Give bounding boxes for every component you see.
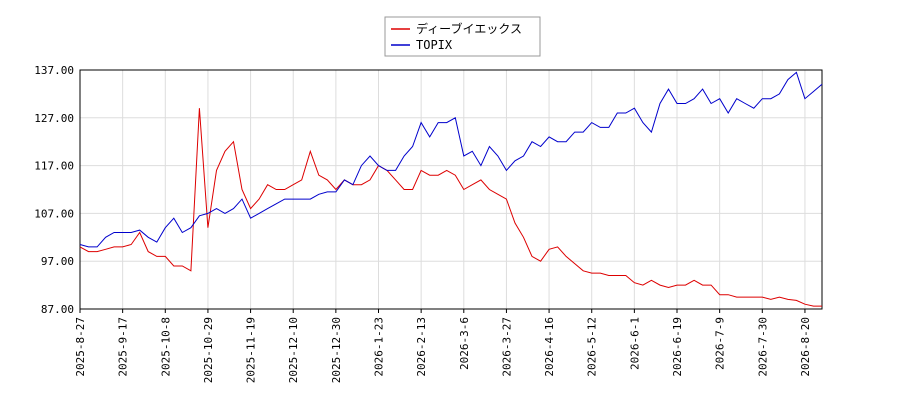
series-line xyxy=(79,108,822,307)
legend-box xyxy=(384,16,541,57)
y-tick-label: 137.00 xyxy=(34,64,74,77)
y-tick-label: 117.00 xyxy=(34,160,74,173)
x-tick-label: 2026-7-30 xyxy=(756,317,769,377)
x-tick-label: 2026-6-19 xyxy=(671,317,684,377)
x-tick-label: 2026-6-1 xyxy=(628,317,641,370)
x-tick-label: 2025-9-17 xyxy=(117,317,130,377)
x-tick-label: 2025-12-10 xyxy=(287,317,300,383)
x-tick-label: 2026-3-6 xyxy=(458,317,471,370)
x-tick-label: 2025-10-8 xyxy=(159,317,172,377)
x-tick-label: 2026-8-20 xyxy=(799,317,812,377)
x-tick-label: 2026-4-16 xyxy=(543,317,556,377)
legend-label: ディーブイエックス xyxy=(416,21,522,36)
x-tick-label: 2026-7-9 xyxy=(714,317,727,370)
x-tick-label: 2025-12-30 xyxy=(330,317,343,383)
x-tick-label: 2025-10-29 xyxy=(202,317,215,383)
x-tick-label: 2026-2-13 xyxy=(415,317,428,377)
y-tick-label: 107.00 xyxy=(34,207,74,220)
legend: ディーブイエックス TOPIX xyxy=(384,16,541,57)
x-tick-label: 2026-5-12 xyxy=(586,317,599,377)
legend-label: TOPIX xyxy=(416,38,453,52)
x-tick-label: 2025-11-19 xyxy=(245,317,258,383)
y-tick-label: 97.00 xyxy=(41,255,74,268)
plot-frame xyxy=(79,69,823,310)
x-tick-label: 2026-1-23 xyxy=(373,317,386,377)
x-tick-label: 2025-8-27 xyxy=(74,317,87,377)
y-tick-label: 87.00 xyxy=(41,303,74,316)
series-line xyxy=(79,71,823,248)
x-tick-label: 2026-3-27 xyxy=(500,317,513,377)
y-tick-label: 127.00 xyxy=(34,112,74,125)
